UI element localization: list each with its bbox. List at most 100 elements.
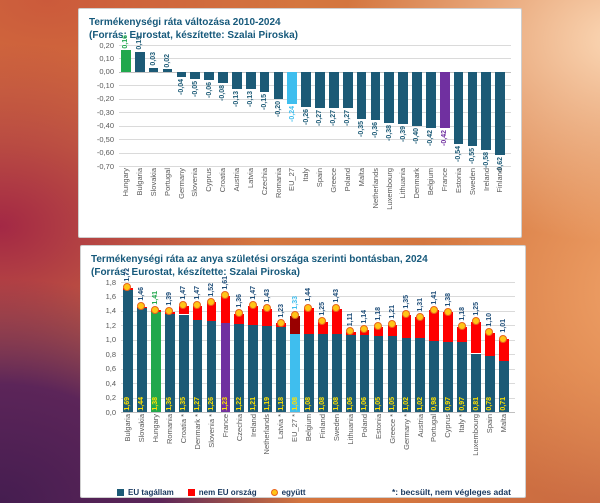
chart2-ytick-0,4: 0,4	[105, 378, 116, 388]
chart2-total-marker-portugal	[429, 305, 438, 314]
chart2-xlabel-spain: Spain	[485, 414, 495, 434]
chart1-xlabel-luxembourg: Luxembourg	[384, 168, 394, 210]
chart1-xlabel-poland: Poland	[342, 168, 352, 192]
chart2-col-greece: 1,05 1,21	[386, 282, 400, 412]
chart1-col-netherlands: -0,36	[368, 45, 382, 166]
chart1-xcell-belgium: Belgium	[424, 166, 438, 234]
chart2-total-marker-bulgaria	[123, 283, 132, 292]
chart2-eu-segment-lithuania	[345, 335, 356, 412]
chart1-bar-germany	[176, 71, 187, 78]
chart1-col-estonia: -0,54	[452, 45, 466, 166]
chart2-non-eu-segment-cyprus	[443, 312, 454, 342]
chart2-total-value-bulgaria: 1,72	[124, 268, 132, 282]
chart1-gridline--0,10	[119, 85, 511, 87]
chart1-xcell-czechia: Czechia	[258, 166, 272, 234]
chart1-value-greece: -0,27	[330, 110, 338, 127]
chart2-total-value-luxembourg: 1,25	[472, 302, 480, 316]
chart2-xlabel-sweden: Sweden	[332, 414, 342, 442]
chart2-eu-segment-france	[220, 323, 231, 412]
chart1-xcell-austria: Austria	[230, 166, 244, 234]
chart1-gridline-0,00	[119, 71, 511, 73]
chart1-xlabel-malta: Malta	[356, 168, 366, 187]
chart2-xcell-ireland: Ireland	[246, 412, 260, 484]
chart1-xcell-sweden: Sweden	[465, 166, 479, 234]
chart2-col-portugal: 0,98 1,41	[427, 282, 441, 412]
chart2-eu-segment-denmark	[192, 320, 203, 412]
chart2-total-value-cyprus: 1,38	[444, 292, 452, 307]
chart1-xcell-netherlands: Netherlands	[368, 166, 382, 234]
chart1-xlabel-finland: Finland	[495, 168, 505, 193]
chart2-eu-value-slovakia: 1,44	[138, 397, 146, 411]
chart2-xcell-portugal: Portugal	[427, 412, 441, 484]
chart1-gridline--0,40	[119, 125, 511, 127]
chart2-col-denmark: 1,27 1,47	[191, 282, 205, 412]
chart2-ytick-1,2: 1,2	[105, 320, 116, 330]
chart2-total-marker-romania	[165, 307, 174, 316]
chart1-bar-belgium	[425, 71, 436, 129]
chart2-total-value-hungary: 1,41	[152, 290, 160, 305]
chart1-xlabel-germany: Germany	[176, 168, 186, 199]
chart2-xlabel-belgium: Belgium	[304, 414, 314, 442]
chart2-xcell-greece: Greece *	[386, 412, 400, 484]
chart2-non-eu-segment-czechia	[234, 313, 245, 324]
chart1-ytick--0,60: -0,60	[96, 148, 114, 158]
chart2-eu-value-slovenia: 1,26	[207, 397, 215, 411]
chart2-total-value-greece: 1,21	[388, 305, 396, 319]
chart1-x-labels: Hungary Bulgaria Slovakia Portugal Germany Sl…	[119, 166, 507, 234]
chart2-eu-segment-sweden	[331, 334, 342, 412]
chart2-eu-value-denmark: 1,27	[194, 397, 202, 411]
chart2-eu-value-eu-27: 1,08	[291, 397, 299, 411]
chart2-non-eu-segment-slovenia	[206, 302, 217, 321]
chart1-xlabel-cyprus: Cyprus	[204, 168, 214, 192]
chart2-col-eu-27: 1,08 1,33	[288, 282, 302, 412]
chart1-gridline--0,60	[119, 152, 511, 154]
chart1-value-lithuania: -0,39	[399, 126, 407, 143]
chart2-bars: 1,69 1,72 1,44 1,46 1,38 1,41 1,36 1,39 1,35 1,47…	[121, 268, 511, 412]
chart2-total-marker-france	[220, 291, 229, 300]
chart1-xcell-germany: Germany	[174, 166, 188, 234]
chart1-bar-france	[439, 71, 450, 129]
chart2-ytick-1,8: 1,8	[105, 277, 116, 287]
chart2-eu-segment-croatia	[178, 314, 189, 412]
chart1-xlabel-hungary: Hungary	[121, 168, 131, 197]
chart2-total-marker-malta	[499, 334, 508, 343]
chart1-bar-lithuania	[398, 71, 408, 125]
chart2-eu-value-lithuania: 1,06	[347, 397, 355, 411]
chart2-gridline-1,4	[121, 310, 515, 312]
chart2-non-eu-segment-spain	[485, 332, 495, 356]
chart1-value-germany: -0,04	[177, 79, 185, 96]
chart2-total-marker-latvia	[276, 318, 285, 327]
chart2-col-spain: 0,78 1,10	[483, 282, 497, 412]
chart2-total-value-belgium: 1,44	[305, 288, 313, 302]
chart2-eu-segment-eu-27	[290, 334, 300, 412]
chart2-non-eu-segment-eu-27	[290, 315, 300, 334]
chart2-eu-segment-belgium	[304, 334, 314, 412]
eu-member-swatch-icon	[117, 488, 124, 496]
chart1: 0,20 0,10 0,00 -0,10 -0,20 -0,30 -0,40 -0,50 -0,…	[89, 35, 511, 234]
chart2-col-malta: 0,71 1,01	[497, 282, 511, 412]
chart2-eu-value-croatia: 1,35	[180, 397, 188, 411]
chart2-total-value-portugal: 1,41	[430, 290, 438, 305]
chart2-col-sweden: 1,08 1,43	[330, 282, 344, 412]
chart1-value-eu-27: -0,24	[288, 106, 296, 123]
chart2-eu-segment-estonia	[373, 336, 384, 412]
chart1-plot-area: 0,16 0,15 0,03 0,02 -0,04 -0,05 -0,06 -0,08 -0,1…	[119, 35, 511, 234]
chart2-col-france: 1,23 1,61	[218, 276, 232, 412]
chart2-eu-value-malta: 0,71	[500, 397, 508, 411]
chart2-col-poland: 1,06 1,14	[358, 282, 372, 412]
chart1-xcell-lithuania: Lithuania	[396, 166, 410, 234]
chart1-xcell-italy: Italy	[299, 166, 313, 234]
chart2-non-eu-segment-portugal	[429, 310, 440, 342]
chart2-eu-segment-slovakia	[137, 308, 147, 412]
chart2-total-marker-italy	[457, 322, 466, 331]
chart1-value-netherlands: -0,36	[371, 122, 379, 139]
chart1-col-spain: -0,27	[313, 45, 327, 166]
chart2-xcell-denmark: Denmark *	[191, 412, 205, 484]
chart2-total-marker-hungary	[151, 305, 160, 314]
chart2-gridline-1,6	[121, 296, 515, 298]
chart1-bar-slovenia	[190, 71, 201, 79]
chart2-xlabel-ireland: Ireland	[248, 414, 258, 437]
chart2-xcell-bulgaria: Bulgaria	[121, 412, 135, 484]
chart2-non-eu-segment-italy	[457, 326, 467, 342]
chart2-eu-segment-cyprus	[443, 341, 454, 412]
